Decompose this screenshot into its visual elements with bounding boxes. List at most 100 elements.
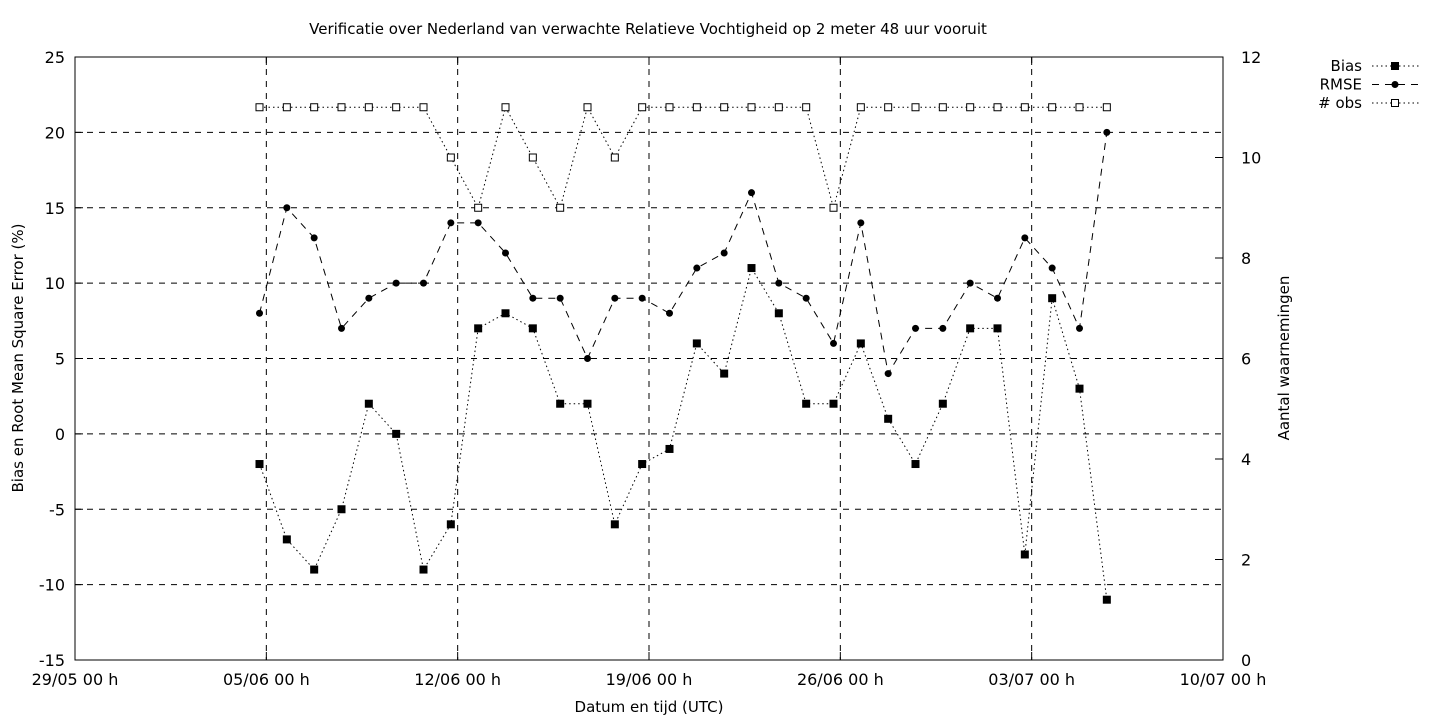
data-point [1075, 103, 1084, 112]
data-point [364, 399, 373, 408]
data-point [720, 369, 729, 378]
data-point [419, 565, 428, 574]
data-point [747, 264, 756, 273]
x-tick-label: 29/05 00 h [32, 670, 119, 689]
data-point [1103, 128, 1111, 136]
data-point [283, 204, 291, 212]
series-line [259, 132, 1108, 375]
data-point [474, 324, 483, 333]
data-point [666, 309, 673, 317]
data-point [528, 153, 537, 162]
legend-marker [1391, 62, 1399, 70]
data-point [966, 279, 974, 287]
data-point [802, 103, 811, 112]
data-point [774, 309, 783, 318]
y2-tick-label: 2 [1241, 551, 1251, 570]
data-point [282, 103, 291, 112]
data-point [692, 339, 701, 348]
data-point [802, 294, 810, 302]
data-point [419, 103, 428, 112]
data-point [884, 103, 893, 112]
data-point [556, 203, 565, 212]
data-point [692, 103, 701, 112]
data-point [775, 279, 783, 287]
y-tick-label: -5 [49, 500, 65, 519]
data-point [884, 370, 892, 378]
data-point [528, 324, 537, 333]
data-point [1048, 264, 1056, 272]
data-point [392, 429, 401, 438]
data-point [255, 103, 264, 112]
y-tick-label: -15 [39, 651, 65, 670]
data-point [610, 153, 619, 162]
data-point [1020, 103, 1029, 112]
data-point [966, 324, 975, 333]
data-point [720, 249, 728, 257]
series-rmse [256, 128, 1111, 378]
series-bias [255, 264, 1111, 604]
data-point [365, 294, 373, 302]
data-point [310, 565, 319, 574]
y-tick-label: 10 [45, 274, 65, 293]
data-point [829, 203, 838, 212]
chart-title: Verificatie over Nederland van verwachte… [309, 20, 987, 38]
data-point [911, 103, 920, 112]
data-point [939, 324, 947, 332]
data-point [255, 460, 264, 469]
data-point [610, 520, 619, 529]
data-point [474, 203, 483, 212]
legend-label: RMSE [1320, 76, 1362, 94]
data-point [665, 103, 674, 112]
x-tick-label: 03/07 00 h [988, 670, 1075, 689]
legend-label: # obs [1318, 94, 1362, 112]
data-point [364, 103, 373, 112]
data-point [1102, 595, 1111, 604]
data-point [856, 339, 865, 348]
x-axis-label: Datum en tijd (UTC) [575, 698, 724, 716]
legend-marker [1391, 99, 1399, 107]
data-point [994, 294, 1001, 302]
x-tick-label: 05/06 00 h [223, 670, 310, 689]
data-point [556, 399, 565, 408]
data-point [1048, 294, 1057, 303]
gridlines [75, 57, 1223, 660]
data-point [474, 219, 482, 227]
y-tick-label: 5 [55, 350, 65, 369]
data-point [447, 219, 455, 227]
data-point [993, 103, 1002, 112]
data-point [583, 103, 592, 112]
data-point [584, 355, 591, 362]
data-point [501, 103, 510, 112]
x-tick-label: 10/07 00 h [1180, 670, 1267, 689]
data-point [802, 399, 811, 408]
data-point [665, 444, 674, 453]
data-point [556, 294, 564, 302]
data-point [256, 309, 263, 317]
data-series [255, 103, 1111, 604]
data-point [829, 399, 838, 408]
data-point [337, 103, 346, 112]
y-tick-label: 25 [45, 48, 65, 67]
data-point [337, 505, 346, 514]
data-point [310, 103, 319, 112]
data-point [392, 279, 400, 287]
data-point [938, 103, 947, 112]
data-point [830, 339, 837, 347]
y2-tick-label: 12 [1241, 48, 1261, 67]
data-point [1021, 234, 1029, 242]
data-point [529, 294, 537, 302]
data-point [856, 103, 865, 112]
data-point [938, 399, 947, 408]
data-point [693, 264, 701, 272]
y2-tick-label: 8 [1241, 249, 1251, 268]
data-point [420, 279, 427, 287]
y-axis-label: Bias en Root Mean Square Error (%) [9, 224, 27, 493]
data-point [912, 324, 919, 332]
y-tick-label: 15 [45, 199, 65, 218]
data-point [857, 219, 865, 227]
data-point [611, 294, 619, 302]
data-point [774, 103, 783, 112]
series-line [259, 266, 1108, 600]
